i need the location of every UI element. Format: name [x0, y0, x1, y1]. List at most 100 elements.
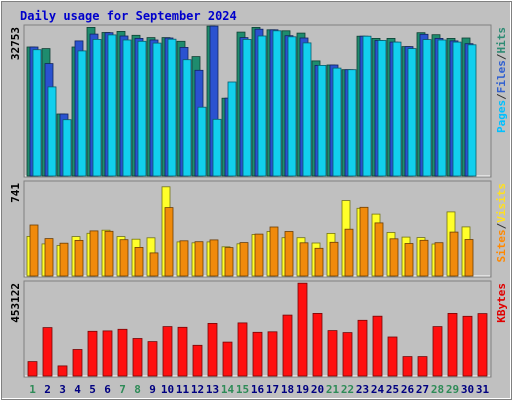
bar-sites-day-23 [359, 206, 369, 277]
bar-kbytes-day-3 [57, 365, 68, 377]
panel-legend: Sites/Visits [495, 183, 508, 263]
x-tick-label-12: 12 [191, 383, 204, 396]
bar-pages-day-30 [467, 44, 477, 177]
bar-sites-day-19 [299, 242, 309, 277]
x-tick-label-25: 25 [386, 383, 399, 396]
bar-kbytes-day-15 [237, 322, 248, 377]
bar-kbytes-day-17 [267, 331, 278, 377]
x-tick-label-23: 23 [356, 383, 369, 396]
legend-entry: Pages [495, 100, 508, 133]
x-tick-label-14: 14 [221, 383, 235, 396]
bar-kbytes-day-9 [147, 341, 158, 377]
bar-pages-day-12 [197, 106, 207, 177]
bar-sites-day-11 [179, 240, 189, 277]
bar-sites-day-15 [239, 242, 249, 277]
x-tick-label-6: 6 [104, 383, 111, 396]
x-tick-label-29: 29 [446, 383, 459, 396]
panel-bot: 453122 KBytes [9, 280, 508, 378]
series-pages [32, 30, 477, 177]
x-tick-label-11: 11 [176, 383, 190, 396]
bar-sites-day-12 [194, 241, 204, 277]
panel-legend: Pages/Files/Hits [495, 27, 508, 133]
x-tick-label-15: 15 [236, 383, 249, 396]
bar-sites-day-16 [254, 233, 264, 277]
bar-kbytes-day-4 [72, 349, 83, 377]
x-tick-label-22: 22 [341, 383, 354, 396]
bar-sites-day-22 [344, 228, 354, 277]
x-tick-label-10: 10 [161, 383, 174, 396]
bar-pages-day-8 [137, 40, 147, 177]
bar-pages-day-3 [62, 119, 72, 177]
bar-pages-day-27 [422, 39, 432, 177]
bar-kbytes-day-27 [417, 356, 428, 377]
x-tick-label-17: 17 [266, 383, 279, 396]
legend-entry: Sites [495, 229, 508, 262]
bar-pages-day-26 [407, 48, 417, 177]
legend-entry: KBytes [495, 283, 508, 323]
bar-sites-day-28 [434, 242, 444, 277]
bar-pages-day-9 [152, 42, 162, 177]
bar-sites-day-20 [314, 247, 324, 277]
chart-panels: 32753Pages/Files/Hits741Sites/Visits4531… [9, 24, 508, 378]
series-sites [29, 206, 474, 277]
panel-max-label: 741 [9, 183, 22, 203]
bar-pages-day-23 [362, 35, 372, 177]
bar-pages-day-16 [257, 35, 267, 177]
bar-sites-day-5 [89, 230, 99, 277]
bar-pages-day-28 [437, 39, 447, 177]
bar-sites-day-13 [209, 239, 219, 277]
bar-sites-day-1 [29, 224, 39, 277]
bar-pages-day-18 [287, 36, 297, 177]
chart-title: Daily usage for September 2024 [20, 9, 237, 23]
bar-kbytes-day-10 [162, 326, 173, 377]
bar-sites-day-8 [134, 246, 144, 277]
bar-kbytes-day-5 [87, 330, 98, 377]
x-tick-label-1: 1 [29, 383, 36, 396]
x-tick-label-31: 31 [476, 383, 490, 396]
bar-pages-day-5 [92, 39, 102, 177]
legend-entry: / [495, 222, 508, 229]
bar-kbytes-day-29 [447, 312, 458, 377]
bar-sites-day-2 [44, 238, 54, 277]
panel-mid: 741 Sites/Visits [9, 180, 508, 278]
bar-sites-day-10 [164, 207, 174, 277]
bar-sites-day-25 [389, 238, 399, 277]
panel-max-label: 32753 [9, 27, 22, 60]
bar-kbytes-day-25 [387, 336, 398, 377]
x-tick-label-18: 18 [281, 383, 294, 396]
bar-sites-day-4 [74, 239, 84, 277]
legend-entry: Visits [495, 183, 508, 223]
legend-entry: Hits [495, 27, 508, 54]
bar-pages-day-10 [167, 38, 177, 177]
bar-sites-day-14 [224, 247, 234, 277]
bar-kbytes-day-18 [282, 314, 293, 377]
x-tick-label-8: 8 [134, 383, 141, 396]
x-tick-label-4: 4 [74, 383, 81, 396]
x-tick-label-9: 9 [149, 383, 156, 396]
bar-pages-day-25 [392, 41, 402, 177]
bar-kbytes-day-31 [477, 313, 488, 377]
bar-kbytes-day-14 [222, 341, 233, 377]
x-tick-label-7: 7 [119, 383, 126, 396]
legend-entry: / [495, 93, 508, 100]
legend-entry: Files [495, 60, 508, 93]
bar-kbytes-day-26 [402, 356, 413, 377]
x-axis-labels: 1 2 3 4 5 6 7 8 9 10 11 12 13 14 15 16 17 18 19 20 21 22 23 24 2… [29, 383, 489, 396]
x-tick-label-20: 20 [311, 383, 324, 396]
bar-sites-day-27 [419, 239, 429, 277]
bar-kbytes-day-22 [342, 332, 353, 377]
bar-pages-day-24 [377, 40, 387, 177]
bar-kbytes-day-28 [432, 326, 443, 377]
x-tick-label-16: 16 [251, 383, 265, 396]
bar-pages-day-21 [332, 67, 342, 177]
bar-sites-day-6 [104, 230, 114, 277]
bar-pages-day-2 [47, 86, 57, 177]
bar-sites-day-24 [374, 222, 384, 277]
bar-kbytes-day-2 [42, 327, 53, 377]
bar-sites-day-7 [119, 239, 129, 277]
bar-kbytes-day-20 [312, 312, 323, 377]
bar-kbytes-day-16 [252, 331, 263, 377]
bar-sites-day-9 [149, 252, 159, 277]
bar-kbytes-day-30 [462, 315, 473, 377]
